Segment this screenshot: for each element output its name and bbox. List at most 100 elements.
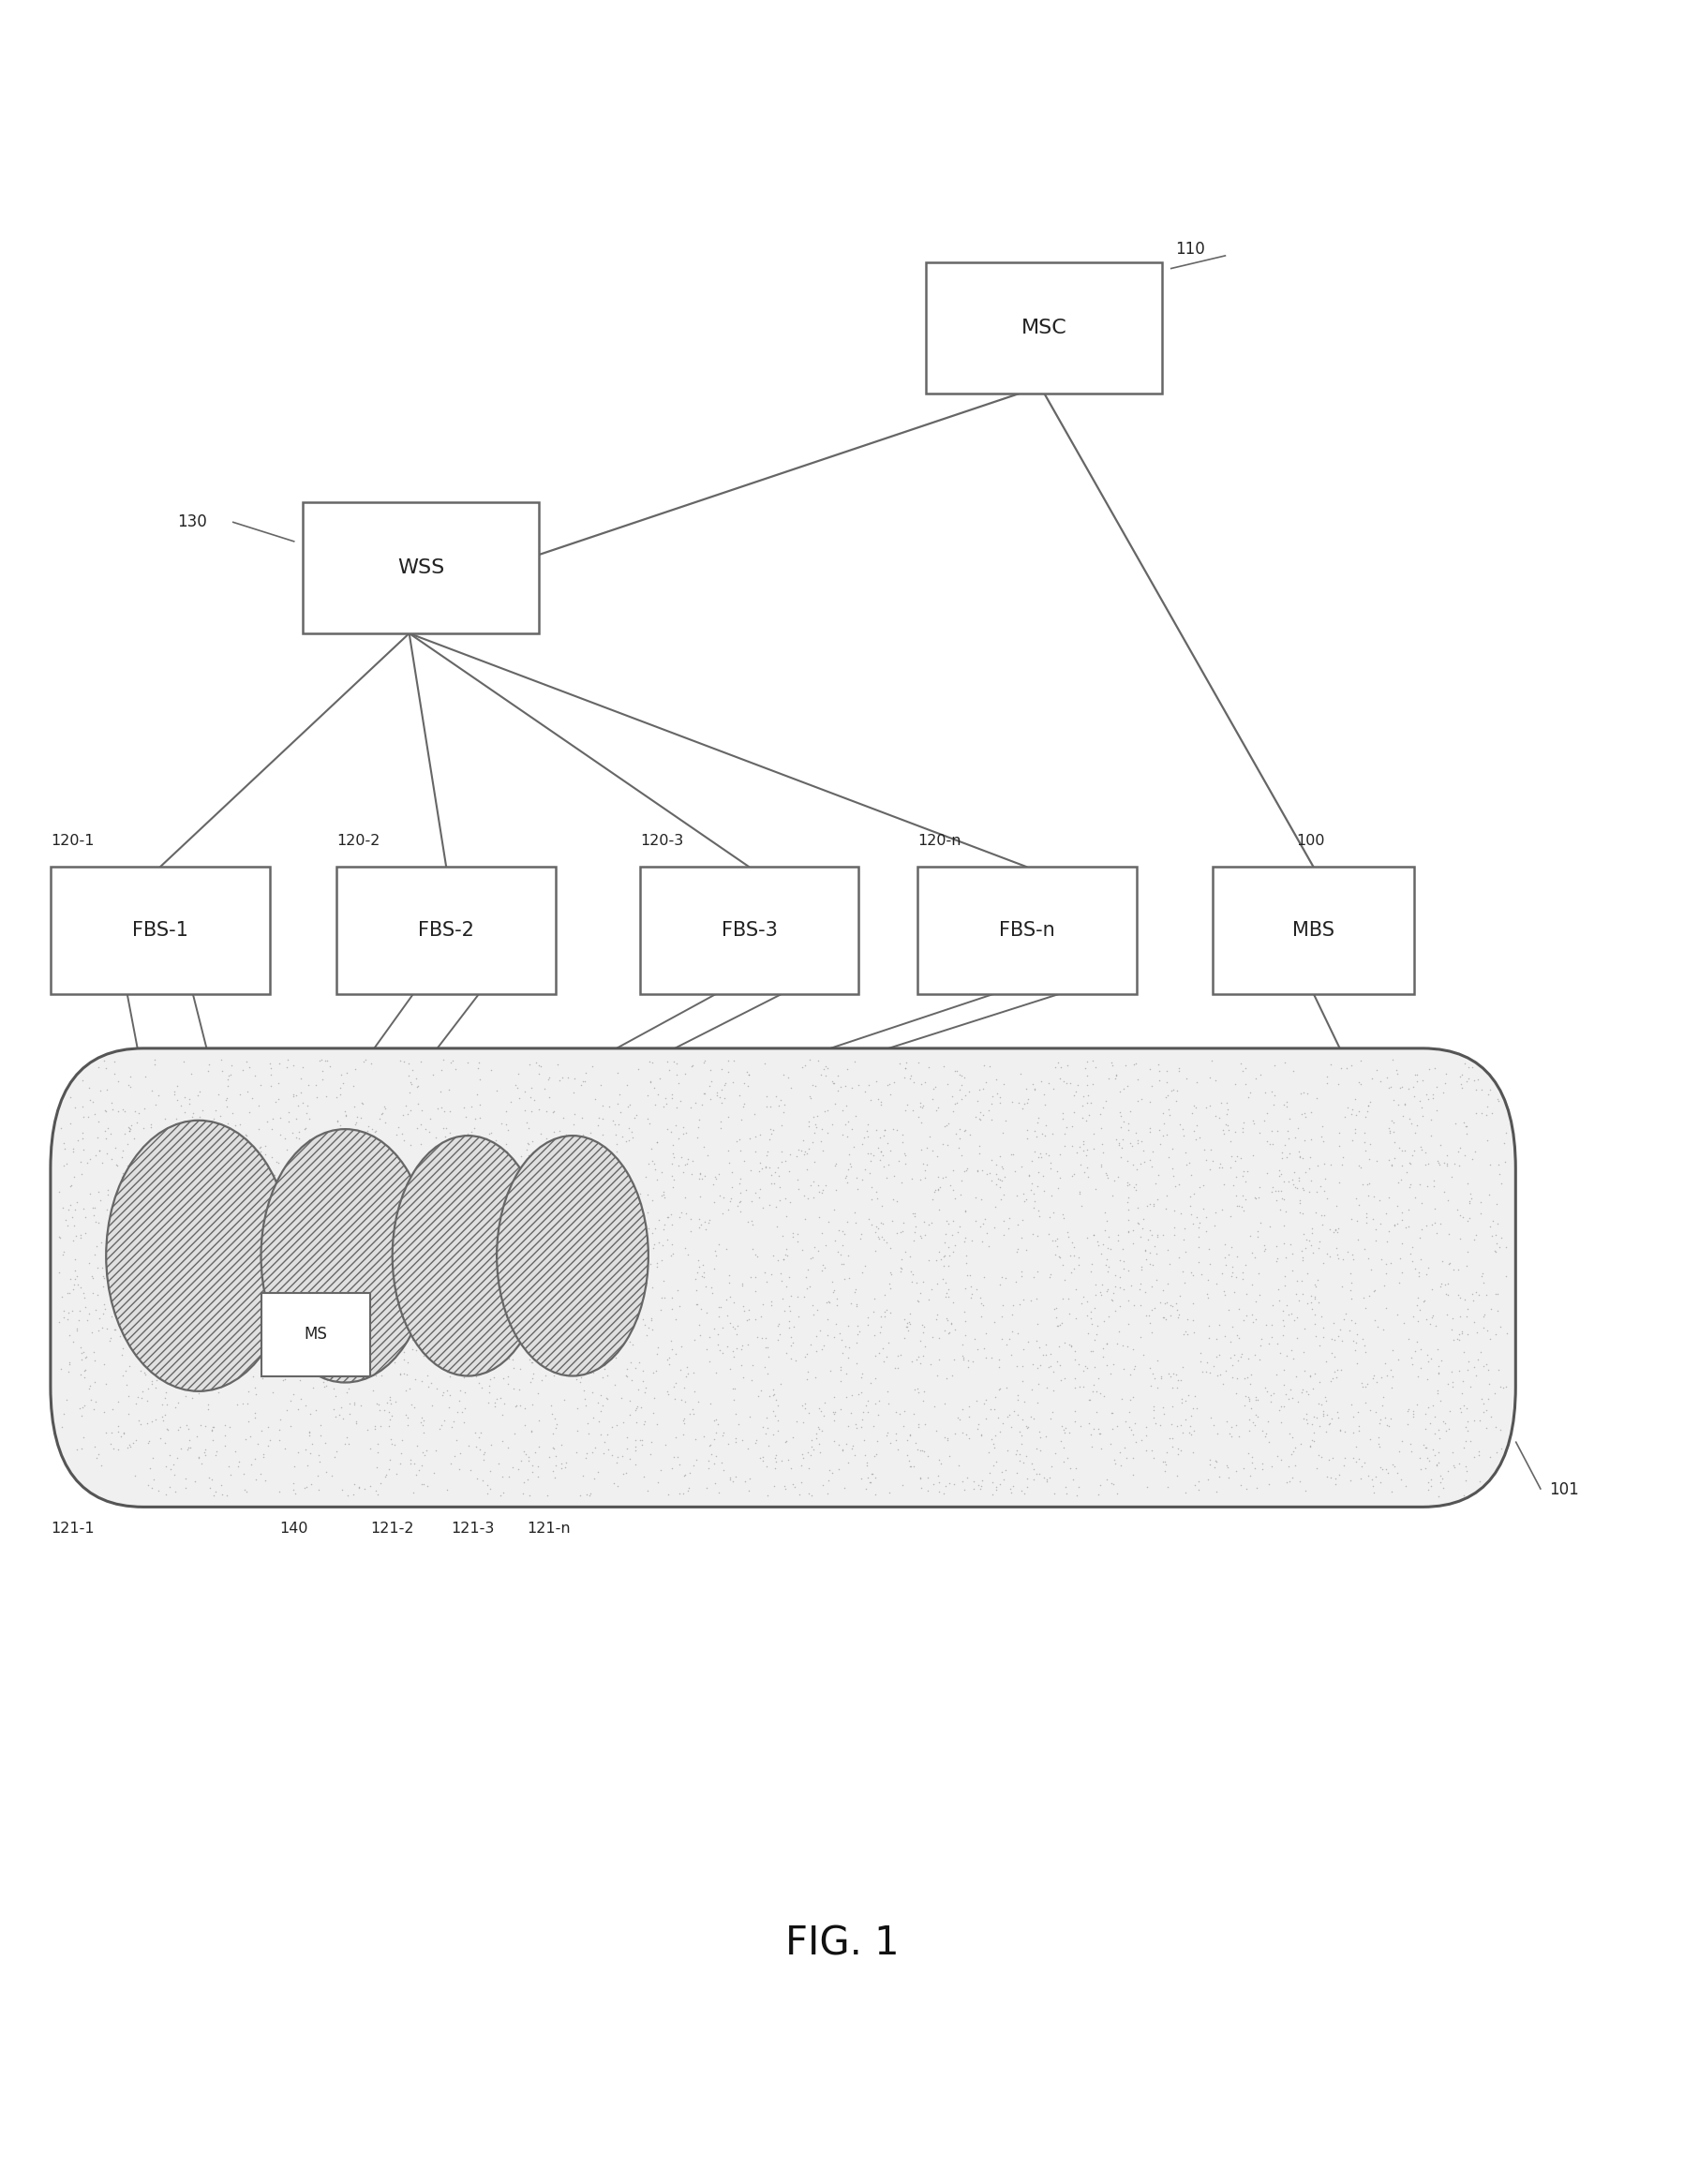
Point [677,1201,704,1236]
Point [254,1306,281,1341]
Point [721,1339,748,1374]
Point [1342,1306,1369,1341]
Point [202,1118,229,1153]
Point [1074,1131,1101,1166]
Point [226,1227,253,1262]
Point [568,1177,594,1212]
Point [487,1380,514,1415]
Point [552,1450,579,1485]
Point [502,1177,529,1212]
Point [456,1452,483,1487]
Point [1066,1409,1093,1444]
Point [399,1476,426,1511]
Point [187,1310,214,1345]
Point [1022,1324,1049,1358]
Point [613,1431,640,1465]
Point [990,1203,1017,1238]
Point [1159,1369,1186,1404]
Point [1399,1070,1426,1105]
Point [1265,1439,1292,1474]
Point [1404,1358,1431,1393]
Point [1009,1254,1036,1289]
Point [542,1402,569,1437]
Point [1170,1223,1197,1258]
Point [815,1116,842,1151]
Point [578,1476,605,1511]
Point [933,1216,960,1251]
Point [904,1046,931,1081]
Point [978,1476,1005,1511]
Point [1307,1223,1334,1258]
Point [1288,1376,1315,1411]
Point [318,1158,345,1192]
Point [586,1101,613,1136]
Point [1479,1400,1505,1435]
Point [901,1064,928,1099]
Point [1362,1212,1389,1247]
Point [382,1457,409,1492]
Point [1123,1083,1150,1118]
Point [1133,1223,1160,1258]
Point [1300,1236,1327,1271]
Point [695,1319,722,1354]
Point [1283,1275,1310,1310]
Point [406,1315,433,1350]
Point [1078,1299,1105,1334]
Point [1182,1199,1209,1234]
Point [1305,1437,1332,1472]
Point [1196,1446,1223,1481]
Point [1453,1109,1480,1144]
Point [391,1356,418,1391]
Point [404,1068,431,1103]
Point [325,1238,352,1273]
Point [1177,1417,1204,1452]
Point [1425,1356,1452,1391]
Point [1361,1302,1388,1337]
Point [1302,1195,1329,1230]
Point [931,1468,958,1503]
Point [369,1267,396,1302]
Point [1106,1435,1133,1470]
Point [810,1398,837,1433]
Point [515,1144,542,1179]
Point [295,1068,322,1103]
Point [584,1107,611,1142]
Point [876,1267,903,1302]
Point [332,1426,359,1461]
Point [790,1404,817,1439]
Point [1362,1365,1389,1400]
Point [862,1476,889,1511]
Point [1376,1409,1403,1444]
Point [1266,1441,1293,1476]
Point [195,1470,222,1505]
Point [408,1221,434,1256]
Point [433,1352,460,1387]
Point [133,1382,160,1417]
Point [891,1393,918,1428]
Point [1420,1389,1447,1424]
Point [81,1197,108,1232]
Point [177,1055,204,1090]
Point [844,1345,871,1380]
Point [1275,1164,1302,1199]
Point [1324,1188,1351,1223]
Point [1492,1144,1519,1179]
Point [862,1361,889,1396]
Point [77,1315,104,1350]
Point [340,1476,367,1511]
Point [940,1203,967,1238]
Point [1260,1127,1287,1162]
Point [610,1404,637,1439]
Point [1154,1066,1180,1101]
Point [185,1079,212,1114]
Point [719,1308,746,1343]
Point [394,1271,421,1306]
Point [670,1116,697,1151]
Point [674,1350,701,1385]
Point [81,1096,108,1131]
Point [938,1216,965,1251]
Point [1308,1439,1335,1474]
Point [1418,1118,1445,1153]
Point [141,1295,168,1330]
Point [1263,1356,1290,1391]
